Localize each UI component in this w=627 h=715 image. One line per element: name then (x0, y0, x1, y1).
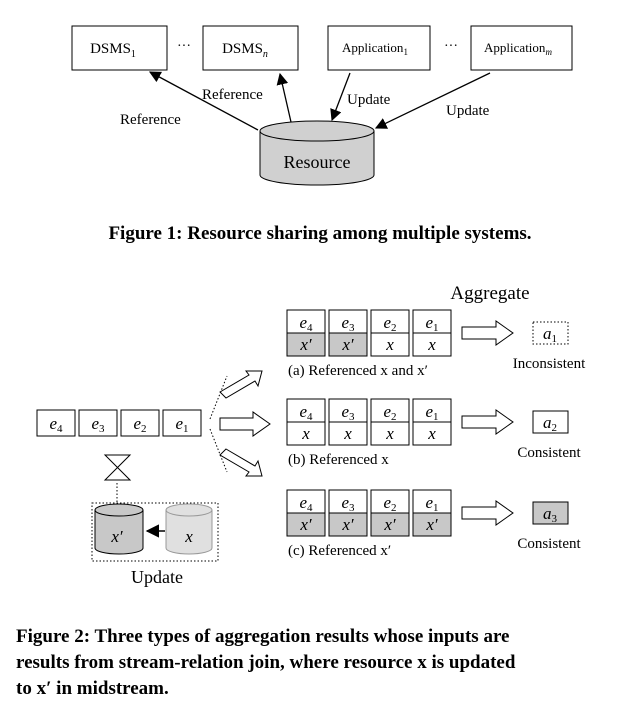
case-tuple-e4: e4 (299, 493, 313, 514)
figure-2-caption-line-2: results from stream-relation join, where… (16, 652, 516, 673)
case-tuple-e1: e1 (425, 402, 438, 423)
update-arrow-from-application-1 (330, 72, 351, 122)
case-joined-value: x (343, 424, 352, 443)
aggregate-arrow (461, 320, 514, 346)
application-1-label: Application (342, 40, 404, 55)
figure-1-caption: Figure 1: Resource sharing among multipl… (108, 223, 531, 244)
application-m-subscript: m (545, 47, 552, 57)
case-caption: (c) Referenced x′ (288, 543, 391, 559)
case-tuple-e3: e3 (341, 493, 355, 514)
stream-tuple-e4: e4 (49, 414, 63, 435)
dsms-1-box: DSMS1 (71, 25, 168, 71)
case-tuple-e2: e2 (383, 493, 396, 514)
update-caption: Update (131, 567, 183, 587)
application-m-label: Application (484, 40, 546, 55)
update-label-right: Update (446, 103, 490, 119)
result-box (532, 410, 569, 434)
case-tuple-e3: e3 (341, 313, 355, 334)
case-tuple-e2: e2 (383, 313, 396, 334)
case-joined-value: x (301, 424, 310, 443)
result-label-a2: a2 (543, 413, 557, 434)
cylinder-x-prime-label: x′ (110, 527, 123, 546)
stream-tuple-e1: e1 (175, 414, 188, 435)
application-ellipsis: ··· (444, 39, 458, 54)
case-tuple-e4: e4 (299, 402, 313, 423)
case-tuple-e2: e2 (383, 402, 396, 423)
case-joined-value: x′ (341, 515, 354, 534)
update-label-left: Update (347, 92, 391, 108)
aggregate-title: Aggregate (450, 283, 529, 304)
case-joined-value: x′ (299, 515, 312, 534)
svg-text:Applicationm: Applicationm (484, 40, 552, 57)
join-bowtie-icon (103, 454, 132, 481)
case-tuple-e1: e1 (425, 493, 438, 514)
figure-2-caption-line-3: to x′ in midstream. (16, 678, 169, 699)
update-cylinders: x′ x (91, 502, 219, 562)
figure-2-caption-line-1: Figure 2: Three types of aggregation res… (16, 626, 509, 647)
figure-2: Aggregate e4 e3 e2 e1 x′ (16, 283, 586, 699)
dsms-n-box: DSMSn (202, 25, 299, 71)
svg-text:Application1: Application1 (342, 40, 408, 57)
case-tuple-e3: e3 (341, 402, 355, 423)
application-1-box: Application1 (327, 25, 431, 71)
case-tuple-e4: e4 (299, 313, 313, 334)
reference-label-left: Reference (120, 112, 181, 128)
input-stream: e4 e3 e2 e1 (36, 409, 202, 437)
stream-tuple-e3: e3 (91, 414, 105, 435)
result-label-a3: a3 (543, 504, 558, 525)
case-joined-value: x (427, 335, 436, 354)
result-box (532, 501, 569, 525)
dsms-n-subscript: n (263, 49, 268, 60)
result-label-a1: a1 (543, 324, 557, 345)
figure-1: DSMS1 ··· DSMSn Application1 ··· Applica… (71, 25, 573, 244)
aggregate-arrow (461, 500, 514, 526)
svg-text:DSMS1: DSMS1 (90, 41, 136, 60)
dsms-1-label: DSMS (90, 41, 131, 57)
case-tuple-e1: e1 (425, 313, 438, 334)
application-m-box: Applicationm (470, 25, 573, 71)
case-joined-value: x (385, 424, 394, 443)
reference-label-middle: Reference (202, 87, 263, 103)
svg-text:DSMSn: DSMSn (222, 41, 268, 60)
result-status: Inconsistent (513, 356, 586, 372)
dsms-ellipsis: ··· (177, 39, 191, 54)
resource-label: Resource (284, 152, 351, 172)
aggregate-arrow (461, 409, 514, 435)
reference-arrow-to-dsms-1 (148, 71, 259, 131)
cylinder-x: x (165, 503, 213, 555)
case-joined-value: x′ (425, 515, 438, 534)
result-status: Consistent (517, 536, 581, 552)
case-joined-value: x′ (299, 335, 312, 354)
result-box (532, 321, 569, 345)
cylinder-x-prime: x′ (94, 503, 144, 555)
case-joined-value: x′ (341, 335, 354, 354)
cylinder-x-label: x (184, 527, 193, 546)
case-joined-value: x′ (383, 515, 396, 534)
reference-arrow-to-dsms-n (276, 72, 292, 123)
dsms-1-subscript: 1 (131, 49, 136, 60)
stream-tuple-e2: e2 (133, 414, 146, 435)
update-arrow-from-application-m (374, 72, 491, 129)
application-1-subscript: 1 (403, 47, 408, 57)
resource-cylinder: Resource (259, 120, 375, 186)
case-joined-value: x (427, 424, 436, 443)
dsms-n-label: DSMS (222, 41, 263, 57)
result-status: Consistent (517, 445, 581, 461)
case-caption: (a) Referenced x and x′ (288, 363, 428, 379)
fanout-arrows (209, 370, 271, 477)
case-joined-value: x (385, 335, 394, 354)
case-caption: (b) Referenced x (288, 452, 389, 468)
